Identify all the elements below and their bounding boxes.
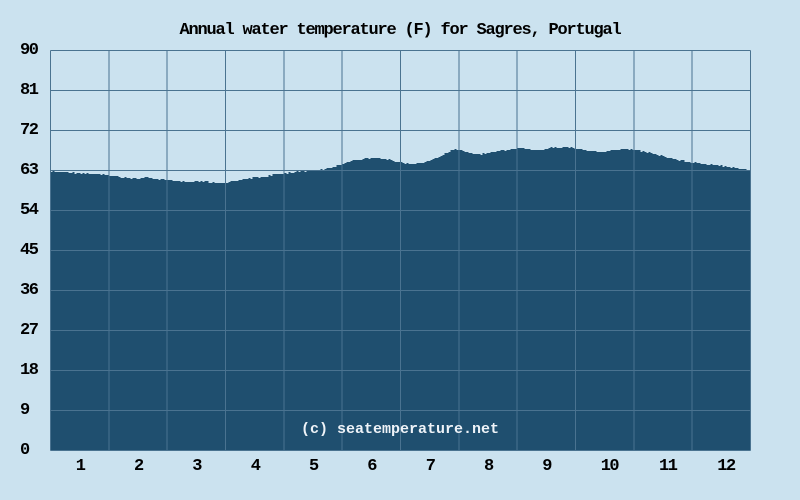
svg-text:12: 12 xyxy=(717,457,736,476)
svg-text:11: 11 xyxy=(659,457,678,476)
svg-text:27: 27 xyxy=(20,321,39,340)
svg-text:5: 5 xyxy=(309,457,319,476)
svg-text:36: 36 xyxy=(20,281,39,300)
svg-text:(c) seatemperature.net: (c) seatemperature.net xyxy=(301,421,499,438)
svg-text:3: 3 xyxy=(192,457,202,476)
svg-text:72: 72 xyxy=(20,121,39,140)
svg-text:90: 90 xyxy=(20,41,39,60)
svg-text:4: 4 xyxy=(251,457,261,476)
svg-text:63: 63 xyxy=(20,161,39,180)
svg-text:54: 54 xyxy=(20,201,39,220)
svg-text:18: 18 xyxy=(20,361,39,380)
svg-text:6: 6 xyxy=(367,457,377,476)
svg-text:9: 9 xyxy=(20,401,30,420)
svg-text:10: 10 xyxy=(601,457,620,476)
svg-text:81: 81 xyxy=(20,81,39,100)
svg-text:2: 2 xyxy=(134,457,144,476)
svg-text:7: 7 xyxy=(426,457,436,476)
svg-text:8: 8 xyxy=(484,457,494,476)
svg-text:0: 0 xyxy=(20,441,30,460)
svg-text:9: 9 xyxy=(542,457,552,476)
svg-text:Annual water temperature (F) f: Annual water temperature (F) for Sagres,… xyxy=(179,21,621,40)
svg-text:45: 45 xyxy=(20,241,39,260)
svg-text:1: 1 xyxy=(76,457,86,476)
